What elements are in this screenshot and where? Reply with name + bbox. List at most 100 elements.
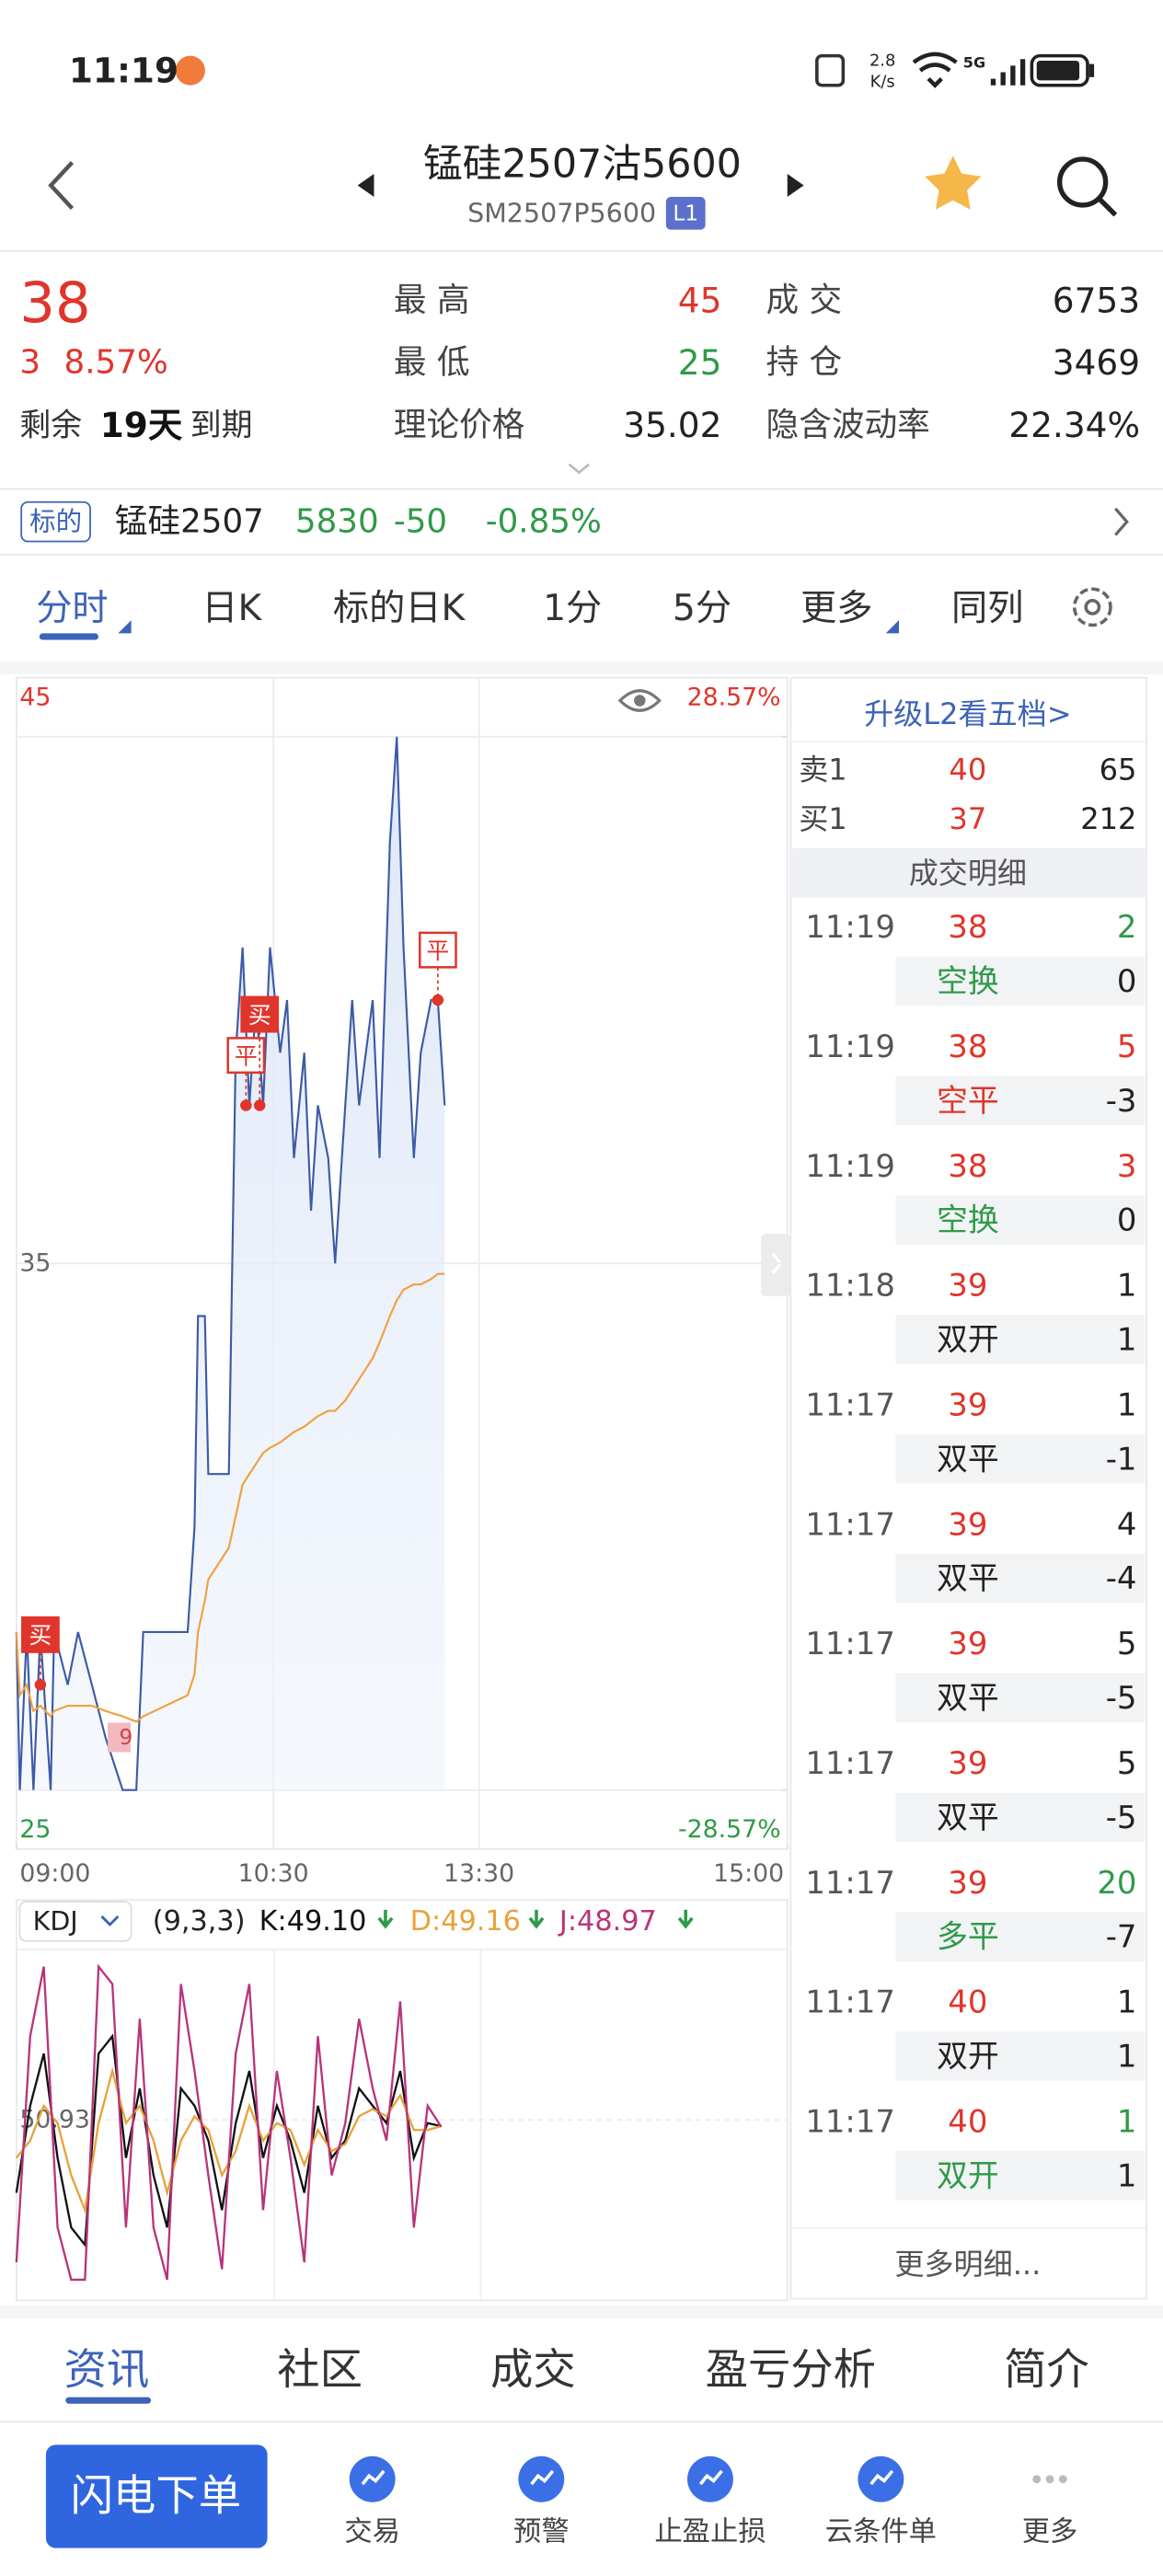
net-speed: 2.8 xyxy=(869,51,895,70)
trade-volume: 1 xyxy=(1117,1984,1137,2020)
trade-time: 11:17 xyxy=(805,2103,895,2139)
x-tick-label: 13:30 xyxy=(443,1859,514,1888)
trade-type: 双平 xyxy=(937,1441,999,1477)
prev-contract[interactable] xyxy=(357,174,374,198)
level-badge xyxy=(665,197,706,230)
chart-tab[interactable]: 同列 xyxy=(951,588,1023,629)
trade-type-bg xyxy=(895,956,1146,1006)
y2-tick-label: -28.57% xyxy=(678,1815,781,1844)
bottom-tab[interactable]: 社区 xyxy=(277,2344,363,2394)
back-button[interactable] xyxy=(48,161,75,211)
stat-value: 35.02 xyxy=(623,405,721,445)
trade-volume: 20 xyxy=(1097,1865,1136,1901)
bottom-tab[interactable]: 简介 xyxy=(1004,2344,1089,2394)
y2-tick-label: 28.57% xyxy=(687,683,781,711)
upgrade-link[interactable]: 升级L2看五档> xyxy=(864,696,1072,731)
settings-button[interactable] xyxy=(1072,587,1112,627)
bottom-tab[interactable]: 成交 xyxy=(490,2344,576,2394)
trade-price: 40 xyxy=(948,2103,987,2139)
kdj-selector[interactable] xyxy=(18,1901,132,1942)
trade-volume: 1 xyxy=(1117,2103,1137,2139)
battery-level xyxy=(1036,60,1080,81)
level-badge-text: L1 xyxy=(673,201,698,225)
battery-tip xyxy=(1088,63,1095,77)
trade-type: 双开 xyxy=(937,2157,999,2193)
trade-type: 双开 xyxy=(937,1321,999,1357)
more-dot xyxy=(1045,2475,1054,2484)
search-button[interactable] xyxy=(1057,156,1118,217)
chart-tab[interactable]: 5分 xyxy=(673,588,731,629)
kdj-chevron xyxy=(100,1915,120,1926)
kdj-params: (9,3,3) xyxy=(153,1905,246,1938)
chart-tab[interactable]: 分时 xyxy=(36,588,108,629)
trade-price: 39 xyxy=(948,1268,987,1304)
trade-price: 39 xyxy=(948,1506,987,1542)
search-handle xyxy=(1097,196,1118,217)
tab-dropdown xyxy=(118,620,132,634)
action-glyph xyxy=(698,2469,723,2486)
trade-oi-change: 0 xyxy=(1117,963,1137,999)
trade-volume: 5 xyxy=(1117,1626,1137,1662)
nfc-icon xyxy=(815,53,846,87)
chart-tab[interactable]: 标的日K xyxy=(333,588,466,629)
trade-marker xyxy=(253,1099,266,1111)
stat-value: 6753 xyxy=(1053,280,1140,320)
trade-type: 多平 xyxy=(937,1919,999,1955)
trade-type: 双开 xyxy=(937,2039,999,2075)
trade-type: 空平 xyxy=(937,1083,999,1119)
bottom-tab[interactable]: 盈亏分析 xyxy=(706,2344,876,2394)
stat-label: 成 交 xyxy=(766,282,843,319)
stat-value: 3469 xyxy=(1053,342,1140,383)
action-label[interactable]: 交易 xyxy=(344,2515,400,2547)
favorite-star[interactable] xyxy=(925,155,982,210)
stat-value: 22.34% xyxy=(1008,405,1140,445)
expand-chevron[interactable] xyxy=(568,463,590,475)
action-label[interactable]: 更多 xyxy=(1022,2515,1078,2547)
tab-underline xyxy=(39,633,98,640)
status-time: 11:19 xyxy=(69,51,178,91)
stat-value: 25 xyxy=(678,342,722,383)
trade-oi-change: 1 xyxy=(1117,2157,1137,2193)
trade-oi-change: -7 xyxy=(1106,1919,1137,1955)
action-label[interactable]: 云条件单 xyxy=(825,2515,937,2547)
chart-tab[interactable]: 日K xyxy=(202,588,262,629)
trade-marker-label: 买 xyxy=(248,1002,271,1029)
underlying-change-pct: -0.85% xyxy=(486,503,602,541)
more-dot xyxy=(1032,2475,1042,2484)
underlying-arrow[interactable] xyxy=(1114,507,1129,536)
chart-tab[interactable]: 更多 xyxy=(800,588,872,629)
contract-title: 锰硅2507沽5600 xyxy=(423,141,742,187)
trade-oi-change: -5 xyxy=(1106,1800,1137,1835)
trade-type-bg xyxy=(895,1792,1146,1843)
x-tick-label: 10:30 xyxy=(238,1859,309,1888)
trade-volume: 1 xyxy=(1117,1386,1137,1422)
trade-type: 双平 xyxy=(937,1680,999,1716)
trade-marker-label: 平 xyxy=(426,937,449,964)
section-gap xyxy=(0,661,1163,674)
expiry-days: 19天 xyxy=(100,405,183,445)
action-label[interactable]: 预警 xyxy=(513,2515,570,2547)
underlying-tag-box xyxy=(20,500,91,543)
kdj-value-label: J:48.97 xyxy=(558,1905,657,1938)
trade-type-bg xyxy=(895,2151,1146,2201)
book-side: 买1 xyxy=(799,801,846,836)
kdj-line xyxy=(15,2066,442,2214)
search-icon xyxy=(1057,156,1109,208)
eye-toggle[interactable] xyxy=(617,689,662,712)
x-tick-label: 15:00 xyxy=(713,1859,784,1888)
bottom-tab[interactable]: 资讯 xyxy=(64,2344,150,2394)
next-contract[interactable] xyxy=(787,174,804,198)
stat-value: 45 xyxy=(678,280,722,320)
eye-icon xyxy=(617,689,662,712)
chart-tab[interactable]: 1分 xyxy=(543,588,602,629)
action-label[interactable]: 止盈止损 xyxy=(654,2515,766,2547)
trade-price: 39 xyxy=(948,1386,987,1422)
quick-order-label: 闪电下单 xyxy=(71,2471,241,2521)
panel-handle[interactable] xyxy=(761,1234,791,1296)
quick-order-button[interactable] xyxy=(45,2444,268,2548)
kdj-frame xyxy=(15,1899,789,2302)
book-volume: 65 xyxy=(1100,752,1137,787)
trade-time: 11:19 xyxy=(805,1029,895,1064)
more-trades[interactable]: 更多明细... xyxy=(894,2247,1041,2282)
